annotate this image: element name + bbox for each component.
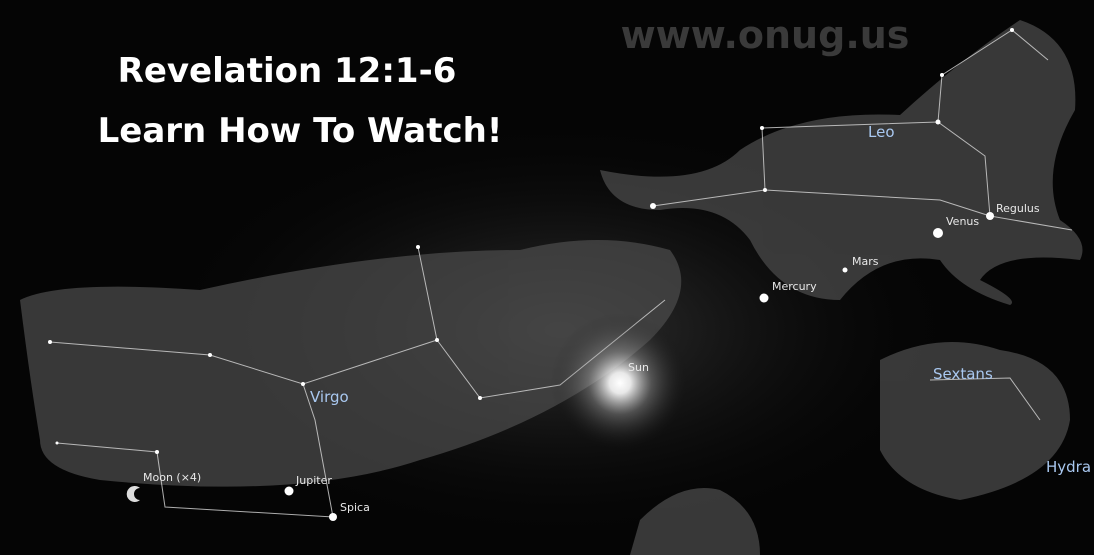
star — [155, 450, 159, 454]
planet-label: Venus — [946, 215, 979, 228]
planet — [760, 294, 769, 303]
planet — [843, 268, 848, 273]
constellation-label: Virgo — [310, 388, 349, 406]
sky-chart: www.onug.us Revelation 12:1-6 Learn How … — [0, 0, 1094, 555]
star — [1010, 28, 1014, 32]
constellation-label: Leo — [868, 123, 895, 141]
planet — [933, 228, 943, 238]
star — [478, 396, 482, 400]
star — [986, 212, 994, 220]
star — [650, 203, 656, 209]
planet-label: Mercury — [772, 280, 817, 293]
star — [416, 245, 420, 249]
sun-glow — [550, 313, 690, 453]
planet — [285, 487, 294, 496]
title-line: Learn How To Watch! — [98, 111, 503, 151]
star — [329, 513, 337, 521]
star — [301, 382, 305, 386]
title-line: Revelation 12:1-6 — [118, 51, 457, 91]
constellation-label: Sextans — [933, 365, 993, 383]
star — [56, 442, 59, 445]
planet-label: Jupiter — [295, 474, 332, 487]
star-label: Spica — [340, 501, 370, 514]
star — [760, 126, 764, 130]
watermark: www.onug.us — [621, 13, 910, 57]
star — [435, 338, 439, 342]
planet-label: Mars — [852, 255, 879, 268]
star — [936, 120, 941, 125]
page: www.onug.us Revelation 12:1-6 Learn How … — [0, 0, 1094, 555]
star — [940, 73, 944, 77]
constellation-label: Hydra — [1046, 458, 1091, 476]
star — [48, 340, 52, 344]
star-label: Regulus — [996, 202, 1040, 215]
star — [208, 353, 212, 357]
sun-label: Sun — [628, 361, 649, 374]
moon-label: Moon (×4) — [143, 471, 201, 484]
star — [763, 188, 767, 192]
